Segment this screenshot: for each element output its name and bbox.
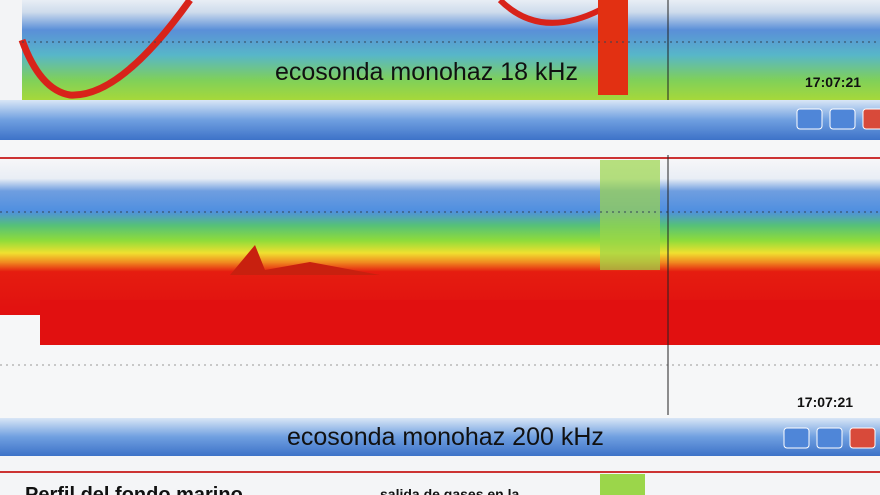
echo-plume bbox=[598, 0, 628, 95]
seabed bbox=[40, 300, 880, 345]
panel-label: ecosonda monohaz 18 kHz bbox=[275, 58, 578, 86]
caption: Perfil del fondo marino bbox=[25, 484, 243, 495]
title-bar bbox=[0, 418, 880, 456]
close-button[interactable] bbox=[849, 427, 876, 449]
seabed-feature bbox=[230, 245, 380, 275]
timestamp: 17:07:21 bbox=[797, 394, 853, 410]
minimize-button[interactable] bbox=[783, 427, 810, 449]
echo-trace bbox=[497, 0, 602, 26]
echogram bbox=[22, 0, 880, 100]
timestamp: 17:07:21 bbox=[805, 74, 861, 90]
gas-plume bbox=[600, 474, 645, 495]
maximize-button[interactable] bbox=[816, 427, 843, 449]
echo-trace bbox=[18, 0, 193, 99]
maximize-button[interactable] bbox=[829, 108, 856, 130]
panel-label: ecosonda monohaz 200 kHz bbox=[287, 423, 604, 451]
close-button[interactable] bbox=[862, 108, 880, 130]
panel-bg bbox=[0, 456, 880, 495]
echogram bbox=[0, 160, 880, 315]
title-bar bbox=[0, 100, 880, 140]
gas-plume bbox=[600, 160, 660, 270]
caption: salida de gases en la bbox=[380, 486, 520, 495]
minimize-button[interactable] bbox=[796, 108, 823, 130]
